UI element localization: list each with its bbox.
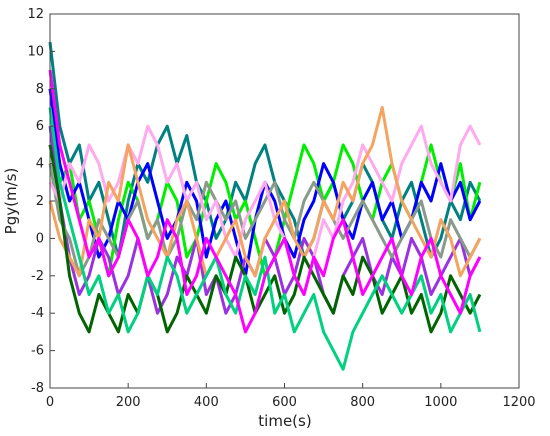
x-tick-label: 1200 (502, 395, 535, 410)
x-tick-label: 600 (272, 395, 297, 410)
y-tick-label: 10 (27, 44, 44, 59)
y-tick-label: -4 (31, 306, 44, 321)
data-line (48, 106, 482, 278)
y-tick-label: 2 (36, 194, 44, 209)
x-tick-label: 400 (194, 395, 219, 410)
y-tick-label: 12 (27, 7, 44, 22)
data-line (48, 69, 482, 334)
x-tick-label: 200 (116, 395, 141, 410)
y-tick-label: -2 (31, 269, 44, 284)
y-tick-label: 8 (36, 82, 44, 97)
y-tick-label: -6 (31, 344, 44, 359)
y-tick-label: -8 (31, 381, 44, 396)
x-tick-label: 800 (350, 395, 375, 410)
x-tick-label: 1000 (424, 395, 457, 410)
data-line (48, 124, 482, 296)
data-line (48, 107, 482, 371)
y-axis-label: Pgy(m/s) (2, 168, 20, 235)
data-line (48, 41, 482, 259)
y-tick-label: 4 (36, 157, 44, 172)
y-tick-label: 6 (36, 119, 44, 134)
x-axis-label: time(s) (258, 412, 311, 430)
y-tick-label: 0 (36, 231, 44, 246)
x-tick-label: 0 (46, 395, 54, 410)
